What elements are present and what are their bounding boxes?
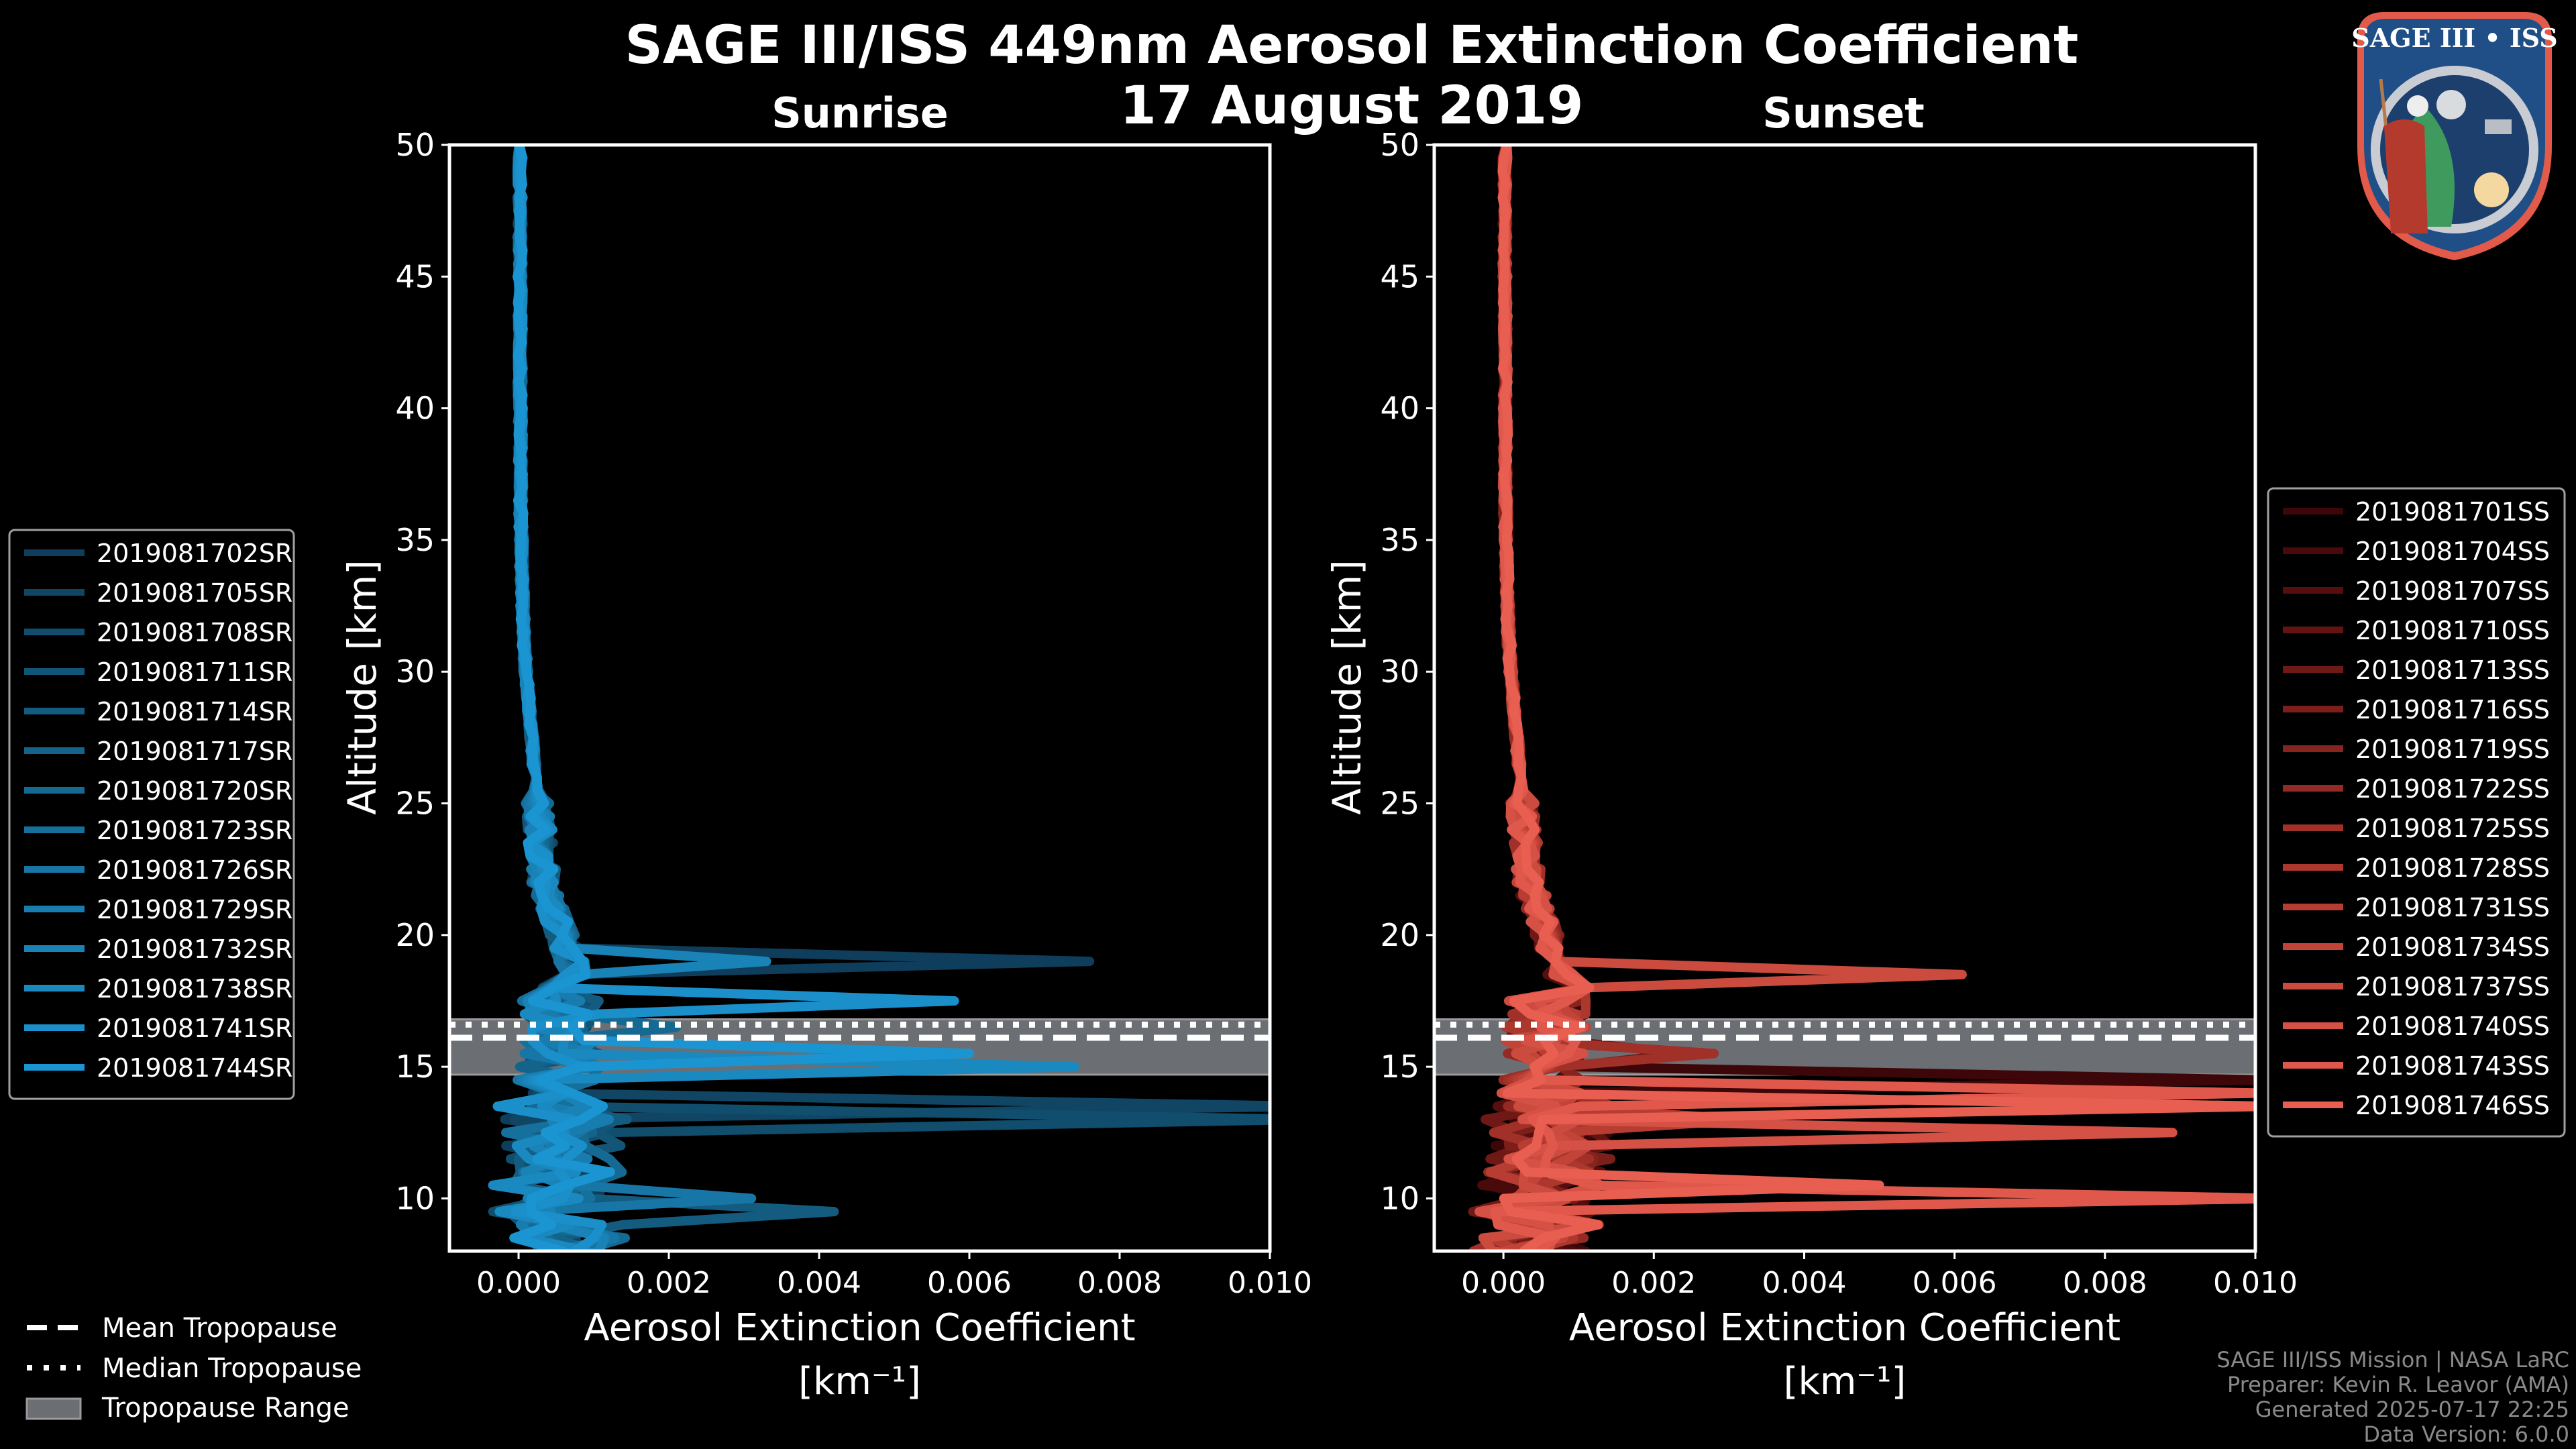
x-tick-label: 0.008 xyxy=(2063,1266,2147,1300)
y-tick-label: 30 xyxy=(1380,653,1419,690)
tropopause-legend: Mean Tropopause Median Tropopause Tropop… xyxy=(25,1313,362,1424)
legend-entry-label: 2019081725SS xyxy=(2355,814,2550,843)
x-tick-label: 0.008 xyxy=(1077,1266,1162,1300)
x-tick-label: 0.002 xyxy=(627,1266,711,1300)
x-tick-label: 0.000 xyxy=(1461,1266,1546,1300)
axes-frame xyxy=(1432,143,2257,1253)
legend-entry-label: 2019081728SS xyxy=(2355,853,2550,883)
sunrise-legend: 2019081702SR 2019081705SR 2019081708SR 2019… xyxy=(8,529,295,1100)
legend-entry-label: 2019081734SS xyxy=(2355,932,2550,962)
y-tick-label: 15 xyxy=(1380,1049,1419,1085)
plot-area xyxy=(1434,145,2255,1251)
y-tick-label: 45 xyxy=(395,258,435,294)
y-axis-label: Altitude [km] xyxy=(1324,559,1370,814)
legend-entry-label: 2019081701SS xyxy=(2355,497,2550,527)
y-tick-label: 20 xyxy=(1380,917,1419,953)
legend-entry-label: 2019081738SR xyxy=(97,974,292,1004)
legend-entry-label: 2019081743SS xyxy=(2355,1051,2550,1081)
legend-entry-label: 2019081722SS xyxy=(2355,774,2550,804)
y-tick-label: 15 xyxy=(395,1049,435,1085)
legend-entry-label: 2019081731SS xyxy=(2355,893,2550,922)
legend-entry-label: 2019081723SR xyxy=(97,816,292,845)
x-tick-label: 0.006 xyxy=(1913,1266,1997,1300)
sage-iii-iss-mission-logo: SAGE III • ISS xyxy=(2351,12,2558,260)
legend-entry-label: 2019081705SR xyxy=(97,578,292,608)
legend-entry-label: 2019081744SR xyxy=(97,1053,292,1083)
legend-entry-label: 2019081713SS xyxy=(2355,655,2550,685)
x-tick-label: 0.006 xyxy=(927,1266,1012,1300)
x-axis-units: [km⁻¹] xyxy=(1784,1360,1907,1403)
x-tick-label: 0.004 xyxy=(777,1266,861,1300)
x-tick-label: 0.004 xyxy=(1762,1266,1846,1300)
y-tick-label: 50 xyxy=(395,127,435,163)
x-axis-label: Aerosol Extinction Coefficient xyxy=(1569,1306,2121,1350)
legend-entry-label: 2019081740SS xyxy=(2355,1012,2550,1041)
tropopause-range-label: Tropopause Range xyxy=(101,1393,350,1424)
x-axis-label: Aerosol Extinction Coefficient xyxy=(584,1306,1135,1350)
credit-mission: SAGE III/ISS Mission | NASA LaRC xyxy=(2216,1347,2569,1373)
y-tick-label: 40 xyxy=(395,390,435,427)
legend-entry-label: 2019081717SR xyxy=(97,737,292,766)
sunset-panel-title: Sunset xyxy=(1762,89,1925,138)
y-tick-label: 25 xyxy=(1380,786,1419,822)
y-tick-label: 20 xyxy=(395,917,435,953)
legend-entry-label: 2019081726SR xyxy=(97,855,292,885)
y-tick-label: 35 xyxy=(395,522,435,558)
y-axis-label: Altitude [km] xyxy=(339,559,385,814)
credit-preparer: Preparer: Kevin R. Leavor (AMA) xyxy=(2227,1372,2569,1397)
legend-entry-label: 2019081711SR xyxy=(97,657,292,687)
y-tick-label: 45 xyxy=(1380,258,1419,294)
tropopause-range-swatch xyxy=(25,1397,82,1420)
legend-entry-label: 2019081732SR xyxy=(97,934,292,964)
y-tick-label: 30 xyxy=(395,653,435,690)
credits: SAGE III/ISS Mission | NASA LaRC Prepare… xyxy=(2216,1347,2569,1447)
x-axis-units: [km⁻¹] xyxy=(798,1360,921,1403)
credit-version: Data Version: 6.0.0 xyxy=(2363,1421,2569,1447)
legend-entry-label: 2019081702SR xyxy=(97,539,292,568)
logo-title: SAGE III • ISS xyxy=(2351,23,2557,53)
legend-entry-label: 2019081708SR xyxy=(97,618,292,647)
figure-date: 17 August 2019 xyxy=(1120,76,1584,136)
mean-tropopause-label: Mean Tropopause xyxy=(102,1313,337,1344)
legend-entry-label: 2019081741SR xyxy=(97,1014,292,1043)
median-tropopause-label: Median Tropopause xyxy=(102,1353,362,1384)
y-tick-label: 10 xyxy=(395,1180,435,1216)
x-tick-label: 0.000 xyxy=(476,1266,561,1300)
x-tick-label: 0.010 xyxy=(2213,1266,2298,1300)
plot-area xyxy=(449,145,1270,1251)
sunset-legend: 2019081701SS 2019081704SS 2019081707SS 2019… xyxy=(2267,487,2566,1138)
legend-entry-label: 2019081716SS xyxy=(2355,695,2550,724)
legend-entry-label: 2019081720SR xyxy=(97,776,292,806)
x-tick-label: 0.010 xyxy=(1228,1266,1312,1300)
profile-line-2019081744SR xyxy=(509,145,974,1251)
profile-line-2019081705SR xyxy=(510,145,1270,1251)
y-tick-label: 50 xyxy=(1380,127,1419,163)
sunrise-panel-title: Sunrise xyxy=(771,89,949,138)
y-tick-label: 25 xyxy=(395,786,435,822)
y-tick-label: 35 xyxy=(1380,522,1419,558)
legend-entry-label: 2019081714SR xyxy=(97,697,292,727)
sunrise-plot: 10 15 20 25 30 35 40 45 50 0.000 0.002 0.004 0.006 0.… xyxy=(339,127,1312,1403)
x-tick-label: 0.002 xyxy=(1611,1266,1696,1300)
legend-box xyxy=(2267,487,2566,1138)
legend-entry-label: 2019081719SS xyxy=(2355,735,2550,764)
credit-generated: Generated 2025-07-17 22:25 xyxy=(2255,1397,2569,1422)
axes-frame xyxy=(447,143,1272,1253)
y-tick-label: 40 xyxy=(1380,390,1419,427)
figure-title: SAGE III/ISS 449nm Aerosol Extinction Co… xyxy=(625,15,2079,76)
legend-entry-label: 2019081737SS xyxy=(2355,972,2550,1002)
profile-line-2019081746SS xyxy=(1497,145,2255,1251)
legend-entry-label: 2019081707SS xyxy=(2355,576,2550,606)
y-tick-label: 10 xyxy=(1380,1180,1419,1216)
legend-entry-label: 2019081704SS xyxy=(2355,537,2550,566)
legend-entry-label: 2019081710SS xyxy=(2355,616,2550,645)
sunset-plot: 10 15 20 25 30 35 40 45 50 0.000 0.002 0.004 0.006 0.… xyxy=(1324,127,2298,1403)
legend-entry-label: 2019081729SR xyxy=(97,895,292,924)
legend-entry-label: 2019081746SS xyxy=(2355,1091,2550,1120)
